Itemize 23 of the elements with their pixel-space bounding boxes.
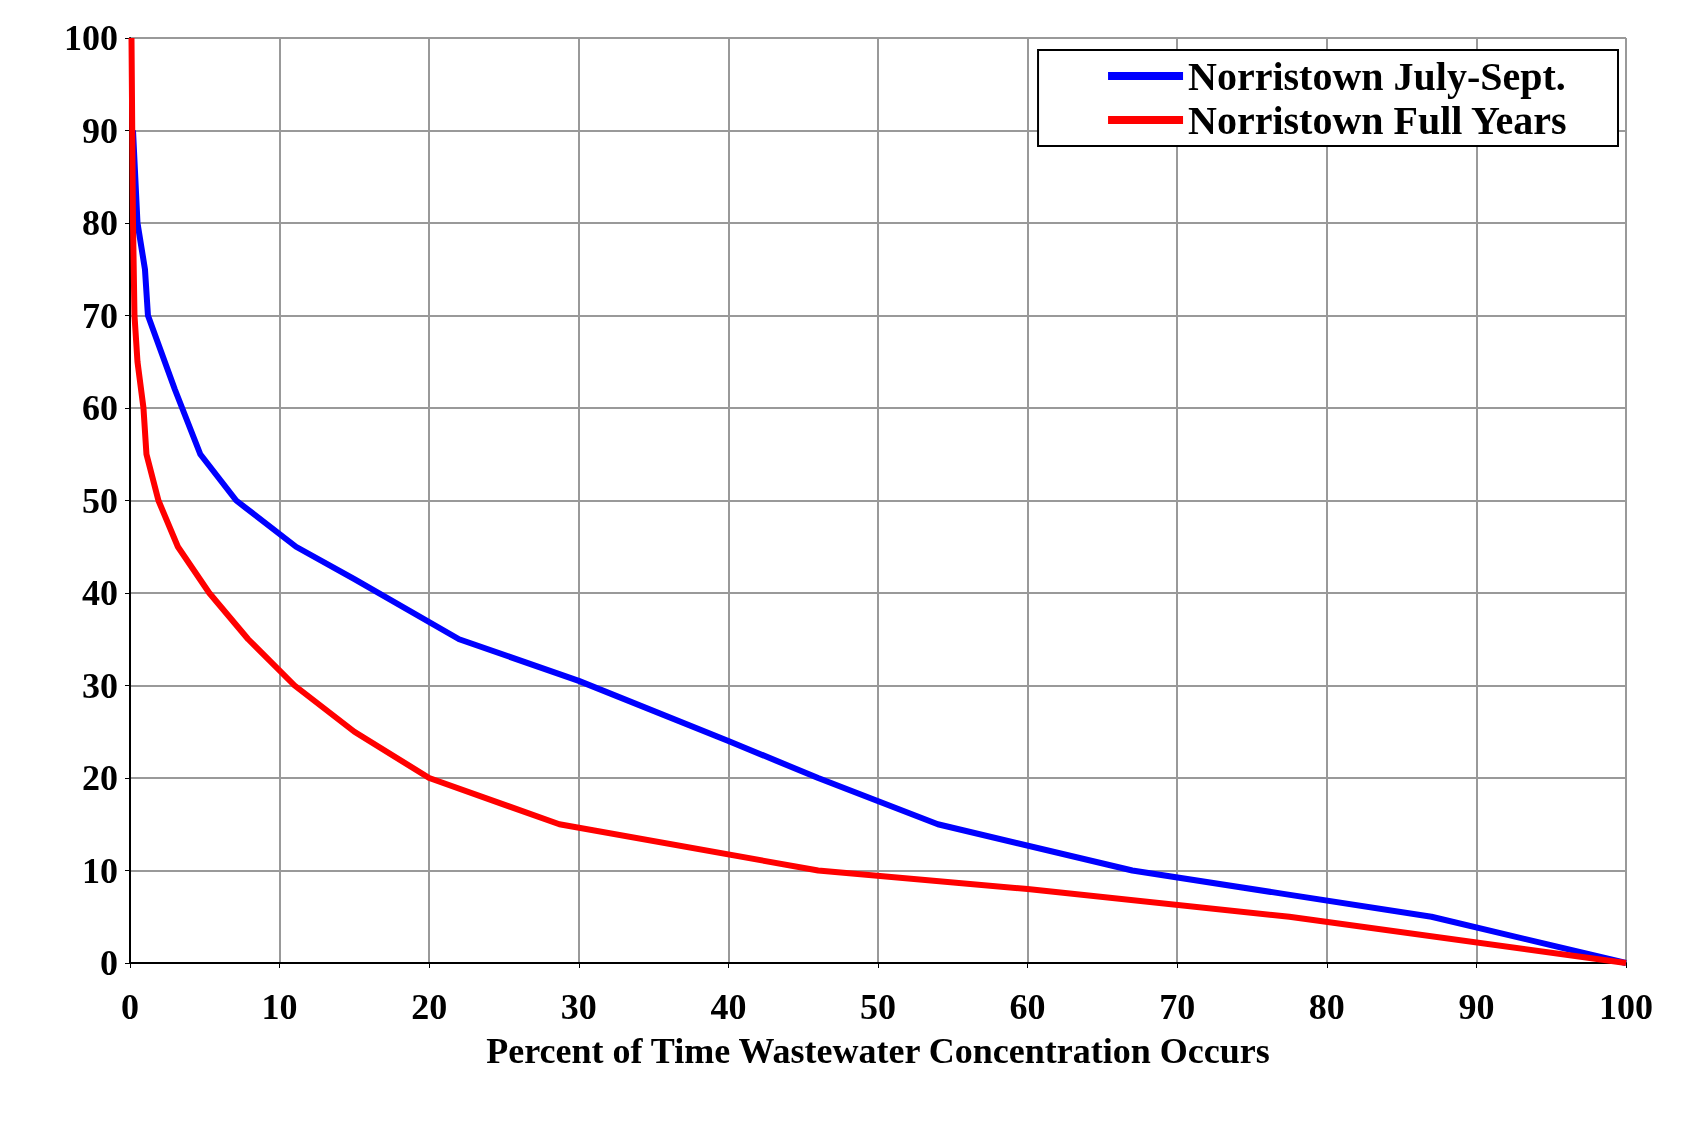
y-tick-label: 60 — [82, 388, 118, 428]
x-tick-label: 100 — [1599, 987, 1653, 1027]
x-tick-label: 60 — [1009, 987, 1046, 1027]
x-tick-label: 30 — [560, 987, 597, 1027]
y-tick-label: 10 — [82, 850, 118, 891]
y-tick-label: 40 — [82, 573, 118, 613]
legend-label: Norristown July-Sept. — [1188, 53, 1566, 99]
y-tick-label: 90 — [82, 110, 118, 151]
x-axis-title: Percent of Time Wastewater Concentration Occurs — [486, 1031, 1270, 1071]
y-tick-label: 0 — [100, 943, 118, 983]
x-tick-label: 10 — [261, 987, 298, 1027]
y-tick-label: 30 — [82, 665, 118, 706]
y-tick-label: 70 — [82, 295, 118, 336]
x-tick-label: 50 — [860, 987, 896, 1027]
y-tick-label: 50 — [82, 480, 118, 521]
x-tick-label: 70 — [1159, 987, 1196, 1027]
y-tick-label: 80 — [82, 203, 118, 243]
y-tick-label: 100 — [64, 18, 118, 58]
x-tick-label: 90 — [1458, 987, 1495, 1027]
x-tick-label: 80 — [1308, 987, 1345, 1027]
y-tick-label: 20 — [82, 758, 118, 798]
x-tick-label: 20 — [411, 987, 448, 1027]
x-tick-label: 40 — [710, 987, 747, 1027]
